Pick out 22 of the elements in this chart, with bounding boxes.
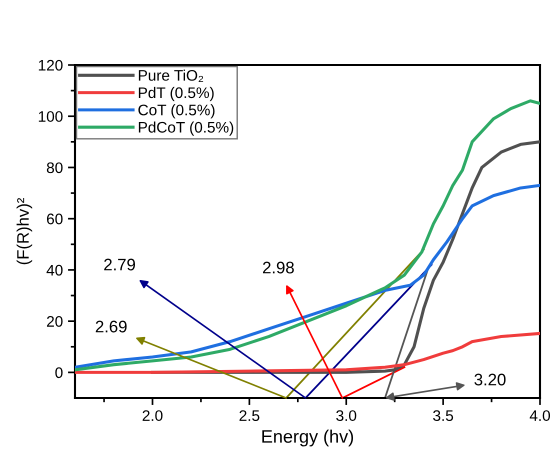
x-axis-title: Energy (hv) <box>262 430 354 446</box>
y-axis-title: (F(R)hv)² <box>16 198 32 264</box>
y-tick-label: 20 <box>46 316 63 327</box>
legend-label: PdCoT (0.5%) <box>138 121 234 136</box>
y-tick-label: 80 <box>46 162 63 174</box>
y-tick-label: 100 <box>38 111 63 122</box>
y-tick-label: 0 <box>55 367 63 378</box>
annotation: 2.79 <box>104 258 135 270</box>
x-tick-label: 4.0 <box>530 410 550 422</box>
annotation: 2.69 <box>96 320 127 332</box>
y-tick-label: 40 <box>46 264 63 276</box>
y-tick-label: 60 <box>46 214 63 224</box>
legend-label: Pure TiO₂ <box>138 70 204 82</box>
x-tick-label: 2.5 <box>240 410 260 422</box>
y-tick-label: 120 <box>38 60 63 71</box>
annotation: 2.98 <box>262 262 294 274</box>
x-tick-label: 3.5 <box>433 410 454 422</box>
legend-label: CoT (0.5%) <box>138 104 215 118</box>
x-tick-label: 3.0 <box>336 410 356 422</box>
annotation: 3.20 <box>474 374 506 386</box>
legend-label: PdT (0.5%) <box>138 86 214 102</box>
x-tick-label: 2.0 <box>142 410 163 422</box>
